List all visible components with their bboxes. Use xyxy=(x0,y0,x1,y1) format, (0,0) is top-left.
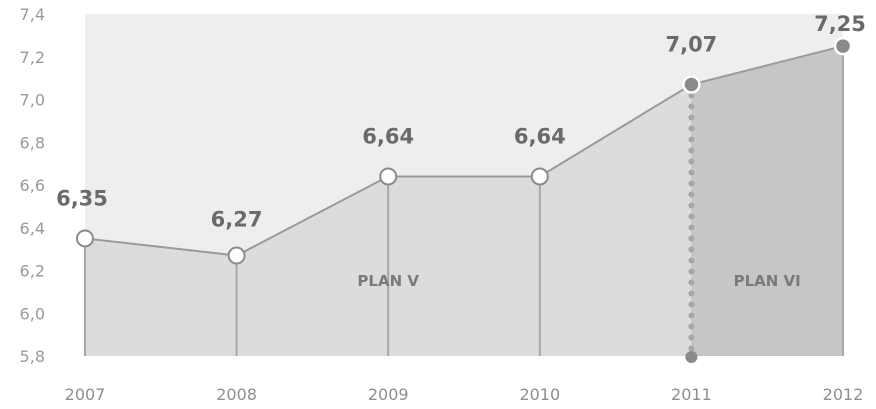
x-tick-label: 2008 xyxy=(216,385,257,404)
data-label: 6,64 xyxy=(362,124,414,148)
data-label: 6,35 xyxy=(56,186,108,210)
data-point xyxy=(76,229,94,248)
y-tick-label: 6,0 xyxy=(20,304,45,323)
region-label: PLAN VI xyxy=(734,272,801,290)
x-tick-label: 2009 xyxy=(368,385,409,404)
x-tick-label: 2007 xyxy=(65,385,106,404)
plan-divider-end-dot xyxy=(685,351,698,363)
plan-divider xyxy=(685,81,698,363)
y-tick-label: 6,8 xyxy=(20,133,45,152)
data-point xyxy=(530,167,549,186)
data-point xyxy=(833,36,853,56)
x-tick-label: 2012 xyxy=(823,385,864,404)
vertical-drop-lines xyxy=(84,46,844,356)
area-region-2 xyxy=(691,46,843,356)
data-label: 6,64 xyxy=(514,124,566,148)
data-label: 7,07 xyxy=(665,33,717,57)
y-tick-label: 6,4 xyxy=(20,219,45,238)
data-point xyxy=(379,167,398,186)
x-tick-label: 2010 xyxy=(519,385,560,404)
y-tick-label: 5,8 xyxy=(20,347,45,366)
series-line xyxy=(84,45,844,257)
x-tick-label: 2011 xyxy=(671,385,712,404)
data-point xyxy=(227,246,246,265)
y-axis-ticks: 5,8 6,0 6,2 6,4 6,6 6,8 7,0 7,2 7,4 xyxy=(20,5,45,366)
data-points xyxy=(76,36,853,265)
y-tick-label: 6,2 xyxy=(20,262,45,281)
data-labels: 6,35 6,27 6,64 6,64 7,07 7,25 xyxy=(56,12,866,231)
y-tick-label: 6,6 xyxy=(20,176,45,195)
y-tick-label: 7,2 xyxy=(20,48,45,67)
region-label: PLAN V xyxy=(357,272,419,290)
data-label: 7,25 xyxy=(814,12,866,36)
y-tick-label: 7,0 xyxy=(20,91,45,110)
x-axis-ticks: 2007 2008 2009 2010 2011 2012 xyxy=(65,385,864,404)
region-labels: PLAN V PLAN VI xyxy=(357,272,800,290)
data-point xyxy=(682,75,701,94)
y-tick-label: 7,4 xyxy=(20,5,45,24)
data-label: 6,27 xyxy=(211,208,263,232)
